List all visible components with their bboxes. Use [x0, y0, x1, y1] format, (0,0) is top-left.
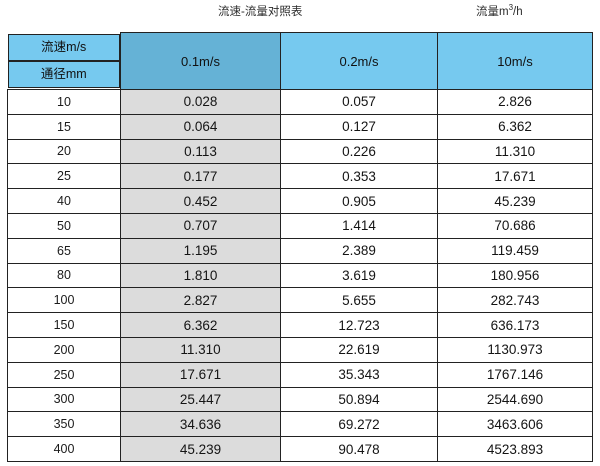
caption-strip: 流速-流量对照表 流量m3/h	[0, 0, 600, 30]
cell-diameter: 10	[7, 89, 121, 115]
cell-flow-0: 11.310	[120, 336, 281, 363]
cell-flow-1: 2.389	[280, 237, 438, 264]
cell-diameter: 40	[7, 188, 121, 214]
cell-flow-1: 0.057	[280, 89, 438, 115]
header-velocity-1: 0.2m/s	[280, 32, 438, 90]
cell-flow-0: 17.671	[120, 361, 281, 388]
cell-flow-2: 636.173	[437, 312, 593, 338]
cell-flow-2: 6.362	[437, 113, 593, 140]
cell-diameter: 65	[7, 237, 121, 264]
header-velocity-2: 10m/s	[437, 32, 593, 90]
cell-flow-0: 45.239	[120, 436, 281, 462]
cell-diameter: 150	[7, 312, 121, 338]
header-velocity-label: 流速m/s	[7, 33, 120, 61]
cell-flow-2: 2544.690	[437, 386, 593, 413]
cell-flow-2: 1767.146	[437, 361, 593, 388]
cell-flow-2: 119.459	[437, 237, 593, 264]
table-row: 100 2.827 5.655 282.743	[7, 287, 593, 314]
cell-flow-2: 4523.893	[437, 436, 593, 462]
cell-flow-1: 50.894	[280, 386, 438, 413]
cell-flow-1: 0.226	[280, 138, 438, 165]
cell-flow-0: 0.113	[120, 138, 281, 165]
cell-flow-2: 3463.606	[437, 411, 593, 438]
table-row: 350 34.636 69.272 3463.606	[7, 411, 593, 438]
cell-flow-0: 1.195	[120, 237, 281, 264]
cell-diameter: 200	[7, 336, 121, 363]
cell-diameter: 50	[7, 212, 121, 239]
cell-diameter: 100	[7, 287, 121, 314]
cell-diameter: 15	[7, 113, 121, 140]
header-corner-cell: 流速m/s 通径mm	[7, 33, 121, 90]
cell-flow-0: 0.177	[120, 163, 281, 190]
cell-flow-1: 0.127	[280, 113, 438, 140]
flow-rate-table: 流速m/s 通径mm 0.1m/s 0.2m/s 10m/s 10 0.028 0.…	[7, 32, 593, 462]
cell-flow-2: 180.956	[437, 262, 593, 289]
cell-flow-1: 5.655	[280, 287, 438, 314]
header-diameter-label: 通径mm	[7, 60, 120, 88]
unit-label-prefix: 流量m	[476, 6, 509, 18]
table-row: 40 0.452 0.905 45.239	[7, 188, 593, 214]
table-row: 25 0.177 0.353 17.671	[7, 163, 593, 190]
cell-flow-0: 0.707	[120, 212, 281, 239]
cell-flow-2: 17.671	[437, 163, 593, 190]
cell-flow-0: 34.636	[120, 411, 281, 438]
table-row: 50 0.707 1.414 70.686	[7, 212, 593, 239]
flow-table-wrapper: 流速m/s 通径mm 0.1m/s 0.2m/s 10m/s 10 0.028 0.…	[7, 32, 593, 462]
table-title: 流速-流量对照表	[218, 6, 303, 18]
unit-label-superscript: 3	[508, 3, 514, 13]
cell-flow-2: 70.686	[437, 212, 593, 239]
unit-label-suffix: /h	[513, 6, 523, 18]
cell-flow-0: 25.447	[120, 386, 281, 413]
cell-flow-1: 69.272	[280, 411, 438, 438]
cell-flow-2: 1130.973	[437, 336, 593, 363]
table-head: 流速m/s 通径mm 0.1m/s 0.2m/s 10m/s	[7, 32, 593, 90]
cell-flow-0: 0.064	[120, 113, 281, 140]
table-row: 300 25.447 50.894 2544.690	[7, 386, 593, 413]
cell-flow-1: 35.343	[280, 361, 438, 388]
cell-flow-1: 3.619	[280, 262, 438, 289]
table-row: 250 17.671 35.343 1767.146	[7, 361, 593, 388]
cell-flow-1: 0.905	[280, 188, 438, 214]
cell-diameter: 350	[7, 411, 121, 438]
cell-flow-2: 45.239	[437, 188, 593, 214]
cell-flow-1: 12.723	[280, 312, 438, 338]
cell-flow-2: 282.743	[437, 287, 593, 314]
table-body: 10 0.028 0.057 2.826 15 0.064 0.127 6.362 20 0.11…	[7, 89, 593, 462]
table-row: 80 1.810 3.619 180.956	[7, 262, 593, 289]
cell-flow-0: 1.810	[120, 262, 281, 289]
cell-diameter: 80	[7, 262, 121, 289]
table-row: 10 0.028 0.057 2.826	[7, 89, 593, 115]
table-row: 15 0.064 0.127 6.362	[7, 113, 593, 140]
header-velocity-0: 0.1m/s	[120, 32, 281, 90]
table-row: 400 45.239 90.478 4523.893	[7, 436, 593, 462]
cell-flow-2: 2.826	[437, 89, 593, 115]
table-row: 200 11.310 22.619 1130.973	[7, 336, 593, 363]
cell-flow-0: 0.028	[120, 89, 281, 115]
cell-diameter: 25	[7, 163, 121, 190]
cell-flow-1: 90.478	[280, 436, 438, 462]
cell-flow-0: 6.362	[120, 312, 281, 338]
cell-flow-2: 11.310	[437, 138, 593, 165]
table-row: 150 6.362 12.723 636.173	[7, 312, 593, 338]
cell-diameter: 250	[7, 361, 121, 388]
cell-flow-0: 0.452	[120, 188, 281, 214]
unit-label: 流量m3/h	[476, 4, 523, 20]
cell-flow-0: 2.827	[120, 287, 281, 314]
cell-diameter: 20	[7, 138, 121, 165]
table-header-row: 流速m/s 通径mm 0.1m/s 0.2m/s 10m/s	[7, 32, 593, 90]
cell-flow-1: 22.619	[280, 336, 438, 363]
cell-diameter: 300	[7, 386, 121, 413]
cell-flow-1: 0.353	[280, 163, 438, 190]
table-row: 65 1.195 2.389 119.459	[7, 237, 593, 264]
table-row: 20 0.113 0.226 11.310	[7, 138, 593, 165]
cell-diameter: 400	[7, 436, 121, 462]
cell-flow-1: 1.414	[280, 212, 438, 239]
